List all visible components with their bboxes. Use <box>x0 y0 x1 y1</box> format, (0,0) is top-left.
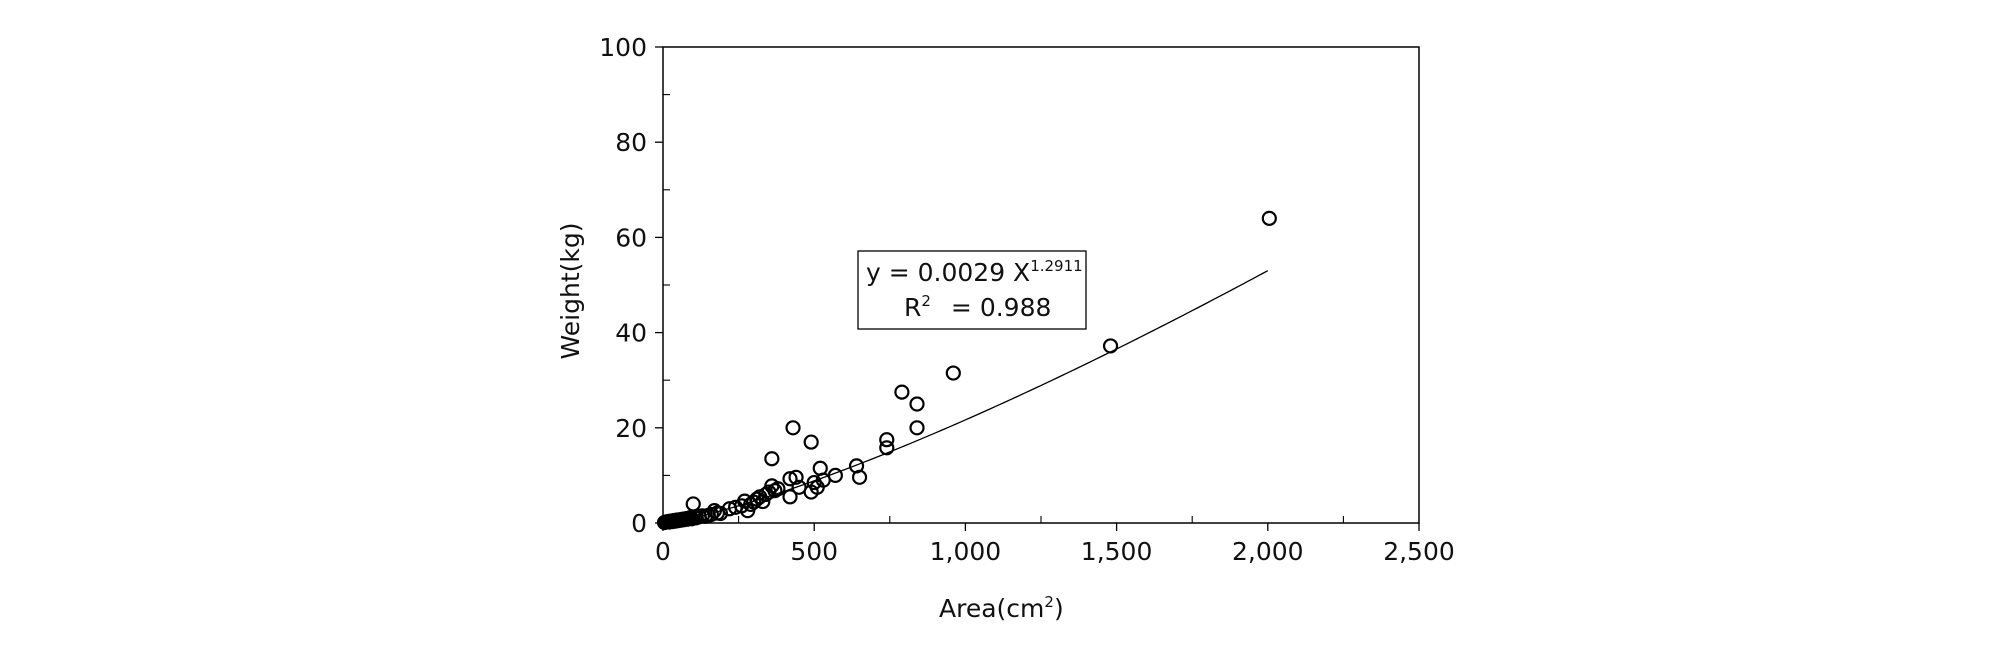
x-tick-label: 0 <box>655 537 671 566</box>
y-tick-label: 0 <box>631 509 647 538</box>
y-tick-label: 60 <box>615 223 647 252</box>
data-point <box>879 432 895 448</box>
r-squared-value: = 0.988 <box>951 293 1051 322</box>
data-point <box>945 365 961 381</box>
data-point <box>782 489 798 505</box>
data-point <box>785 420 801 436</box>
data-point <box>764 451 780 467</box>
data-point <box>1261 210 1277 226</box>
data-point <box>851 469 868 485</box>
data-point <box>712 505 729 522</box>
equation-box <box>857 250 1087 330</box>
y-tick-label: 100 <box>599 33 647 62</box>
x-axis-title-superscript: 2 <box>1044 593 1054 611</box>
data-point <box>894 384 910 400</box>
equation-exponent: 1.2911 <box>1030 257 1083 275</box>
x-tick-label: 1,500 <box>1081 537 1153 566</box>
data-point <box>879 440 895 456</box>
x-tick-labels: 0 500 1,000 1,500 2,000 2,500 <box>655 537 1455 566</box>
y-axis-title: Weight(kg) <box>556 223 585 360</box>
equation-line-1: y = 0.0029 X1.2911 <box>866 257 1083 287</box>
data-point <box>770 481 786 497</box>
data-point <box>703 506 719 523</box>
data-point <box>909 420 925 436</box>
x-tick-label: 2,500 <box>1383 537 1455 566</box>
x-axis-title: Area(cm2) <box>939 593 1064 623</box>
equation-annotation: y = 0.0029 X1.2911 R2 = 0.988 <box>857 250 1087 330</box>
y-tick-labels: 0 20 40 60 80 100 <box>599 33 647 538</box>
y-tick-label: 20 <box>615 414 647 443</box>
data-point <box>782 471 798 487</box>
y-tick-label: 40 <box>615 319 647 348</box>
data-point <box>803 434 819 450</box>
data-point <box>827 467 843 483</box>
x-tick-label: 1,000 <box>930 537 1002 566</box>
data-point <box>788 469 804 485</box>
r-squared-superscript: 2 <box>921 292 931 310</box>
data-point <box>1102 338 1119 354</box>
equation-line-2: R2 = 0.988 <box>904 292 1051 322</box>
y-tick-label: 80 <box>615 128 647 157</box>
data-points <box>656 210 1277 531</box>
x-tick-label: 2,000 <box>1232 537 1304 566</box>
data-point <box>909 396 925 412</box>
x-tick-label: 500 <box>790 537 838 566</box>
